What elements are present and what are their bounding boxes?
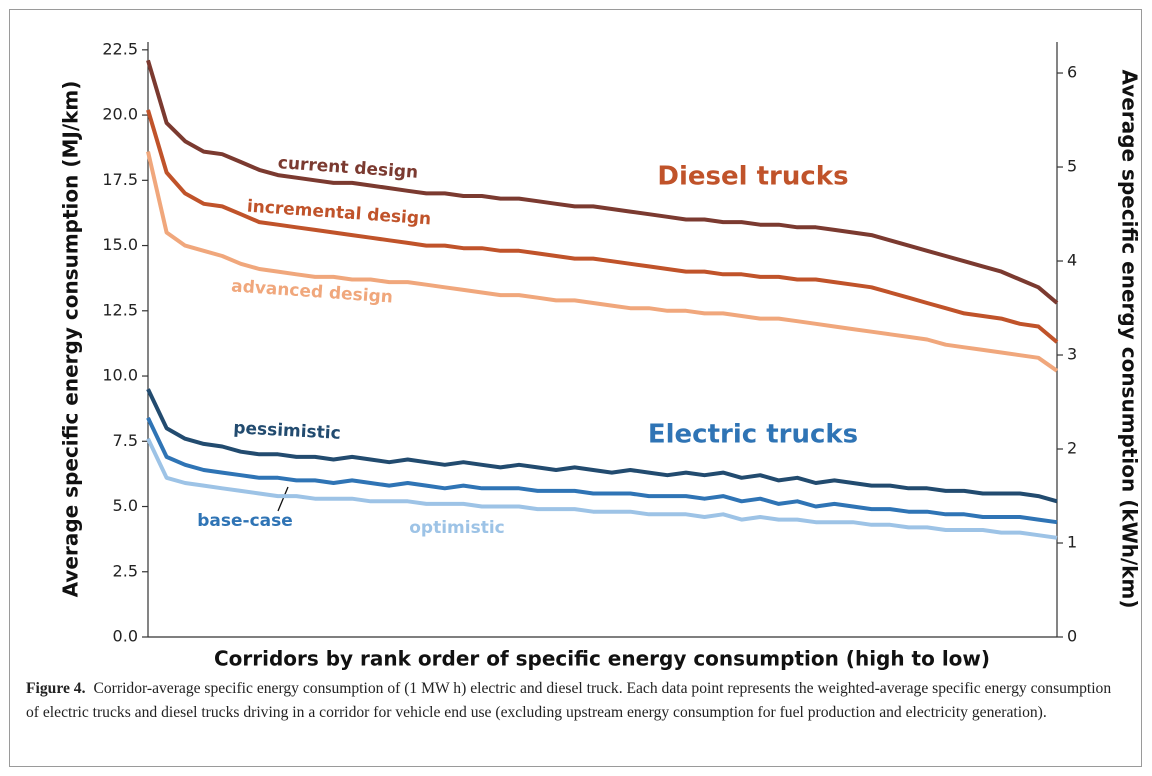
x-axis-label: Corridors by rank order of specific ener… <box>214 647 990 671</box>
chart: Average specific energy consumption (MJ/… <box>59 39 1142 671</box>
y2-tick-label: 1 <box>1067 533 1077 552</box>
y-tick-label: 15.0 <box>102 235 138 254</box>
y2-tick-label: 2 <box>1067 439 1077 458</box>
series-line <box>146 151 1059 373</box>
leader-line <box>277 486 289 512</box>
y-tick-label: 7.5 <box>113 431 138 450</box>
caption: Figure 4. Corridor-average specific energ… <box>26 677 1126 724</box>
y-tick-label: 2.5 <box>113 561 138 580</box>
y-axis-label: Average specific energy consumption (MJ/… <box>59 81 83 598</box>
y-tick-label: 20.0 <box>102 105 138 124</box>
y2-tick-label: 0 <box>1067 627 1077 646</box>
series-label: optimistic <box>409 518 505 538</box>
caption-label: Figure 4. <box>26 680 86 697</box>
series-line <box>146 388 1058 504</box>
group-label: Electric trucks <box>648 420 858 450</box>
y2-axis-label: Average specific energy consumption (kWh… <box>1118 69 1142 608</box>
y-tick-label: 10.0 <box>102 366 138 385</box>
y-tick-label: 0.0 <box>113 627 138 646</box>
series-line <box>146 59 1059 305</box>
y-tick-label: 22.5 <box>102 39 138 58</box>
y2-tick-label: 6 <box>1067 63 1077 82</box>
y-tick-label: 17.5 <box>102 170 138 189</box>
series-label: pessimistic <box>233 418 341 444</box>
group-label: Diesel trucks <box>657 162 848 192</box>
y2-tick-label: 4 <box>1067 251 1077 270</box>
series-label: base-case <box>197 511 293 531</box>
y2-tick-label: 5 <box>1067 157 1077 176</box>
caption-text: Corridor-average specific energy consump… <box>26 680 1112 721</box>
y-tick-label: 12.5 <box>102 300 138 319</box>
y2-tick-label: 3 <box>1067 345 1077 364</box>
series-line <box>146 109 1059 344</box>
y-tick-label: 5.0 <box>113 496 138 515</box>
series-line <box>146 416 1058 525</box>
series-line <box>146 437 1058 540</box>
figure-frame <box>9 9 1142 767</box>
